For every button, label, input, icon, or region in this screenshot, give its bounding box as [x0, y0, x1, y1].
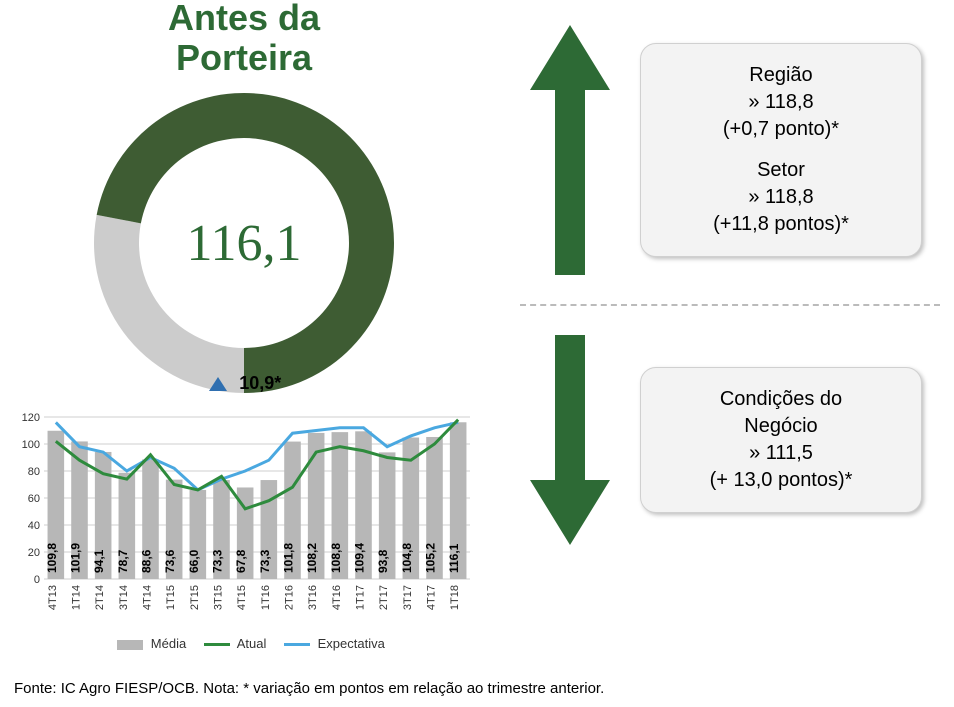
svg-text:3T14: 3T14: [118, 585, 130, 610]
svg-text:78,7: 78,7: [116, 550, 130, 574]
svg-text:109,4: 109,4: [353, 543, 367, 573]
donut-caret-row: 10,9*: [14, 373, 474, 399]
down-info-box: Condições do Negócio » 111,5 (+ 13,0 pon…: [640, 367, 922, 513]
chart-legend: Média Atual Expectativa: [14, 636, 474, 651]
svg-text:1T18: 1T18: [449, 585, 461, 610]
cond-delta: (+ 13,0 pontos)*: [651, 467, 911, 494]
cond-label-2: Negócio: [651, 413, 911, 440]
svg-text:2T17: 2T17: [378, 585, 390, 610]
right-column: Região » 118,8 (+0,7 ponto)* Setor » 118…: [520, 20, 940, 550]
svg-text:3T15: 3T15: [213, 585, 225, 610]
main-title: Antes da Porteira: [14, 0, 474, 77]
legend-label-atual: Atual: [237, 636, 267, 651]
legend-swatch-expect: [284, 643, 310, 646]
svg-text:20: 20: [28, 547, 40, 559]
donut-chart: 116,1: [84, 83, 404, 403]
donut-caret-label: 10,9*: [239, 373, 281, 393]
svg-text:2T14: 2T14: [94, 585, 106, 610]
svg-text:73,3: 73,3: [211, 550, 225, 574]
svg-text:4T14: 4T14: [142, 585, 154, 610]
regiao-label: Região: [651, 62, 911, 89]
svg-text:104,8: 104,8: [400, 543, 414, 573]
title-line-1: Antes da: [168, 0, 320, 38]
legend-label-expect: Expectativa: [318, 636, 385, 651]
donut-center-value: 116,1: [84, 83, 404, 403]
svg-text:88,6: 88,6: [140, 550, 154, 574]
footnote: Fonte: IC Agro FIESP/OCB. Nota: * variaç…: [14, 680, 604, 697]
svg-text:2T15: 2T15: [189, 585, 201, 610]
svg-text:109,8: 109,8: [45, 543, 59, 573]
up-info-box: Região » 118,8 (+0,7 ponto)* Setor » 118…: [640, 43, 922, 257]
svg-text:3T17: 3T17: [402, 585, 414, 610]
svg-text:116,1: 116,1: [447, 543, 461, 573]
title-line-2: Porteira: [176, 37, 312, 78]
svg-text:100: 100: [22, 439, 40, 451]
legend-swatch-media: [117, 640, 143, 650]
svg-text:3T16: 3T16: [307, 585, 319, 610]
svg-text:0: 0: [34, 574, 40, 586]
svg-text:4T17: 4T17: [426, 585, 438, 610]
setor-delta: (+11,8 pontos)*: [651, 211, 911, 238]
svg-text:67,8: 67,8: [234, 550, 248, 574]
svg-text:120: 120: [22, 412, 40, 424]
cond-label-1: Condições do: [651, 386, 911, 413]
svg-text:66,0: 66,0: [187, 550, 201, 574]
svg-text:105,2: 105,2: [424, 543, 438, 573]
svg-text:101,8: 101,8: [282, 543, 296, 573]
setor-value: » 118,8: [651, 184, 911, 211]
svg-text:1T14: 1T14: [71, 585, 83, 610]
legend-swatch-atual: [204, 643, 230, 646]
combo-chart: 0 20 40 60 80 100 120 109,8 4T13 101,9 1T14 94,1 2T1…: [14, 409, 474, 634]
regiao-value: » 118,8: [651, 89, 911, 116]
regiao-delta: (+0,7 ponto)*: [651, 116, 911, 143]
setor-label: Setor: [651, 157, 911, 184]
down-arrow: [520, 330, 620, 550]
svg-text:93,8: 93,8: [376, 550, 390, 574]
svg-text:101,9: 101,9: [69, 543, 83, 573]
svg-text:108,8: 108,8: [329, 543, 343, 573]
svg-text:60: 60: [28, 493, 40, 505]
legend-label-media: Média: [151, 636, 186, 651]
up-row: Região » 118,8 (+0,7 ponto)* Setor » 118…: [520, 20, 940, 280]
svg-text:108,2: 108,2: [305, 543, 319, 573]
svg-text:4T16: 4T16: [331, 585, 343, 610]
up-arrow: [520, 20, 620, 280]
svg-text:4T13: 4T13: [47, 585, 59, 610]
svg-text:1T17: 1T17: [355, 585, 367, 610]
svg-text:94,1: 94,1: [92, 550, 106, 574]
section-divider: [520, 304, 940, 306]
svg-text:4T15: 4T15: [236, 585, 248, 610]
svg-text:40: 40: [28, 520, 40, 532]
svg-text:73,6: 73,6: [163, 550, 177, 574]
cond-value: » 111,5: [651, 440, 911, 467]
svg-text:80: 80: [28, 466, 40, 478]
left-column: Antes da Porteira 116,1 10,9* 0 20 40 60 80 1…: [14, 0, 474, 651]
svg-text:2T16: 2T16: [284, 585, 296, 610]
svg-text:1T15: 1T15: [165, 585, 177, 610]
svg-text:1T16: 1T16: [260, 585, 272, 610]
down-row: Condições do Negócio » 111,5 (+ 13,0 pon…: [520, 330, 940, 550]
svg-text:73,3: 73,3: [258, 550, 272, 574]
